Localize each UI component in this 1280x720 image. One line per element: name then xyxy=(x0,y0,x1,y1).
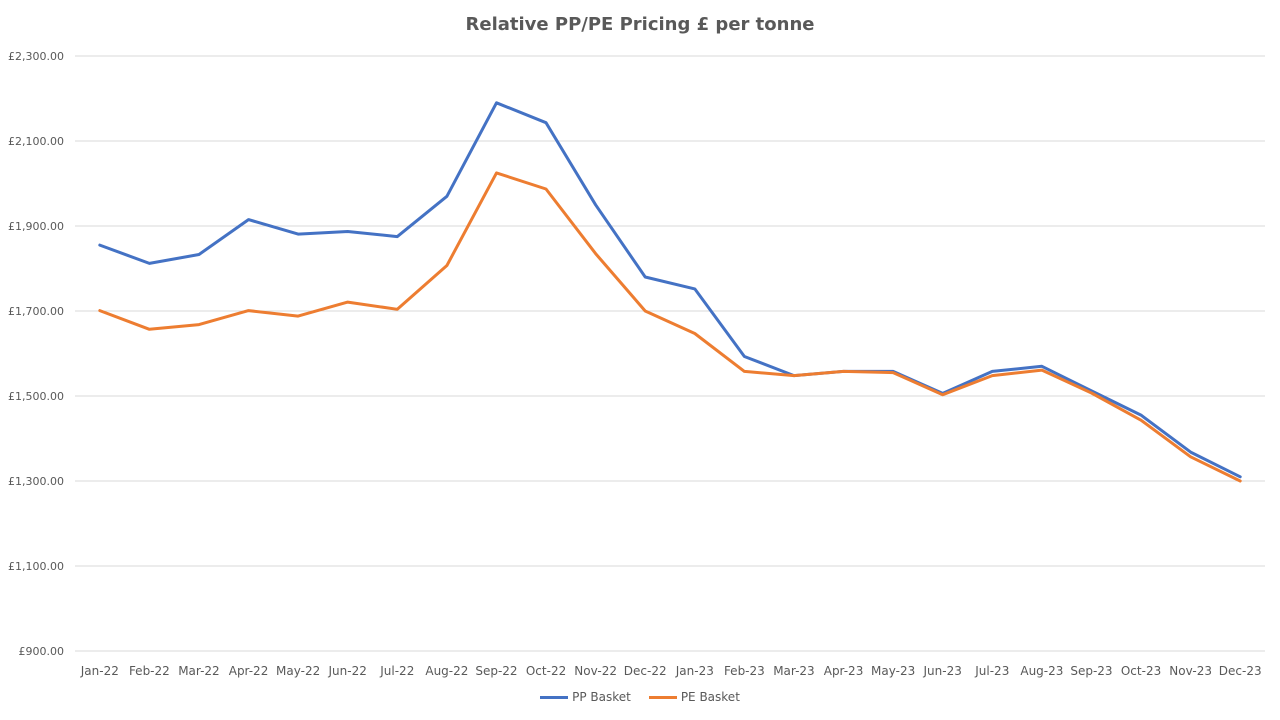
y-tick-label: £2,100.00 xyxy=(8,135,64,148)
y-tick-label: £1,700.00 xyxy=(8,305,64,318)
x-tick-label: Nov-22 xyxy=(574,664,617,678)
y-tick-label: £1,500.00 xyxy=(8,390,64,403)
y-axis-ticks: £900.00 £1,100.00 £1,300.00 £1,500.00 £1,700… xyxy=(8,50,64,658)
x-axis-ticks: Jan-22 Feb-22 Mar-22 Apr-22 May-22 Jun-22 Jul-… xyxy=(80,664,1262,678)
chart-title: Relative PP/PE Pricing £ per tonne xyxy=(465,14,815,35)
legend-item-pe: PE Basket xyxy=(648,690,740,704)
x-tick-label: Dec-23 xyxy=(1219,664,1262,678)
legend-label-pp: PP Basket xyxy=(572,690,631,704)
legend-label-pe: PE Basket xyxy=(680,690,740,704)
x-tick-label: Jan-23 xyxy=(675,664,714,678)
y-tick-label: £1,300.00 xyxy=(8,475,64,488)
x-tick-label: Jul-23 xyxy=(974,664,1009,678)
x-tick-label: Apr-23 xyxy=(824,664,864,678)
x-tick-label: Mar-22 xyxy=(178,664,219,678)
y-tick-label: £1,100.00 xyxy=(8,560,64,573)
y-tick-label: £1,900.00 xyxy=(8,220,64,233)
series-lines xyxy=(98,101,1242,483)
x-tick-label: Sep-23 xyxy=(1070,664,1112,678)
x-tick-label: Dec-22 xyxy=(624,664,667,678)
legend-item-pp: PP Basket xyxy=(540,690,631,704)
x-tick-label: Nov-23 xyxy=(1169,664,1212,678)
x-tick-label: May-22 xyxy=(276,664,320,678)
x-tick-label: Mar-23 xyxy=(773,664,814,678)
x-tick-label: Oct-23 xyxy=(1121,664,1161,678)
x-tick-label: Aug-23 xyxy=(1020,664,1063,678)
x-tick-label: Feb-23 xyxy=(724,664,765,678)
x-tick-label: Sep-22 xyxy=(475,664,517,678)
x-tick-label: Oct-22 xyxy=(526,664,566,678)
x-tick-label: Jul-22 xyxy=(379,664,414,678)
legend: PP Basket PE Basket xyxy=(0,690,1280,704)
series-line-pp-basket xyxy=(98,101,1242,479)
legend-swatch-pp xyxy=(540,695,569,699)
x-tick-label: May-23 xyxy=(871,664,915,678)
x-tick-label: Jun-22 xyxy=(328,664,367,678)
y-tick-label: £2,300.00 xyxy=(8,50,64,63)
legend-swatch-pe xyxy=(648,695,677,699)
series-line-pe-basket xyxy=(98,171,1242,483)
x-tick-label: Apr-22 xyxy=(229,664,269,678)
x-tick-label: Aug-22 xyxy=(425,664,468,678)
x-tick-label: Feb-22 xyxy=(129,664,170,678)
gridlines xyxy=(75,55,1265,652)
x-tick-label: Jan-22 xyxy=(80,664,119,678)
x-tick-label: Jun-23 xyxy=(923,664,962,678)
y-tick-label: £900.00 xyxy=(19,645,65,658)
